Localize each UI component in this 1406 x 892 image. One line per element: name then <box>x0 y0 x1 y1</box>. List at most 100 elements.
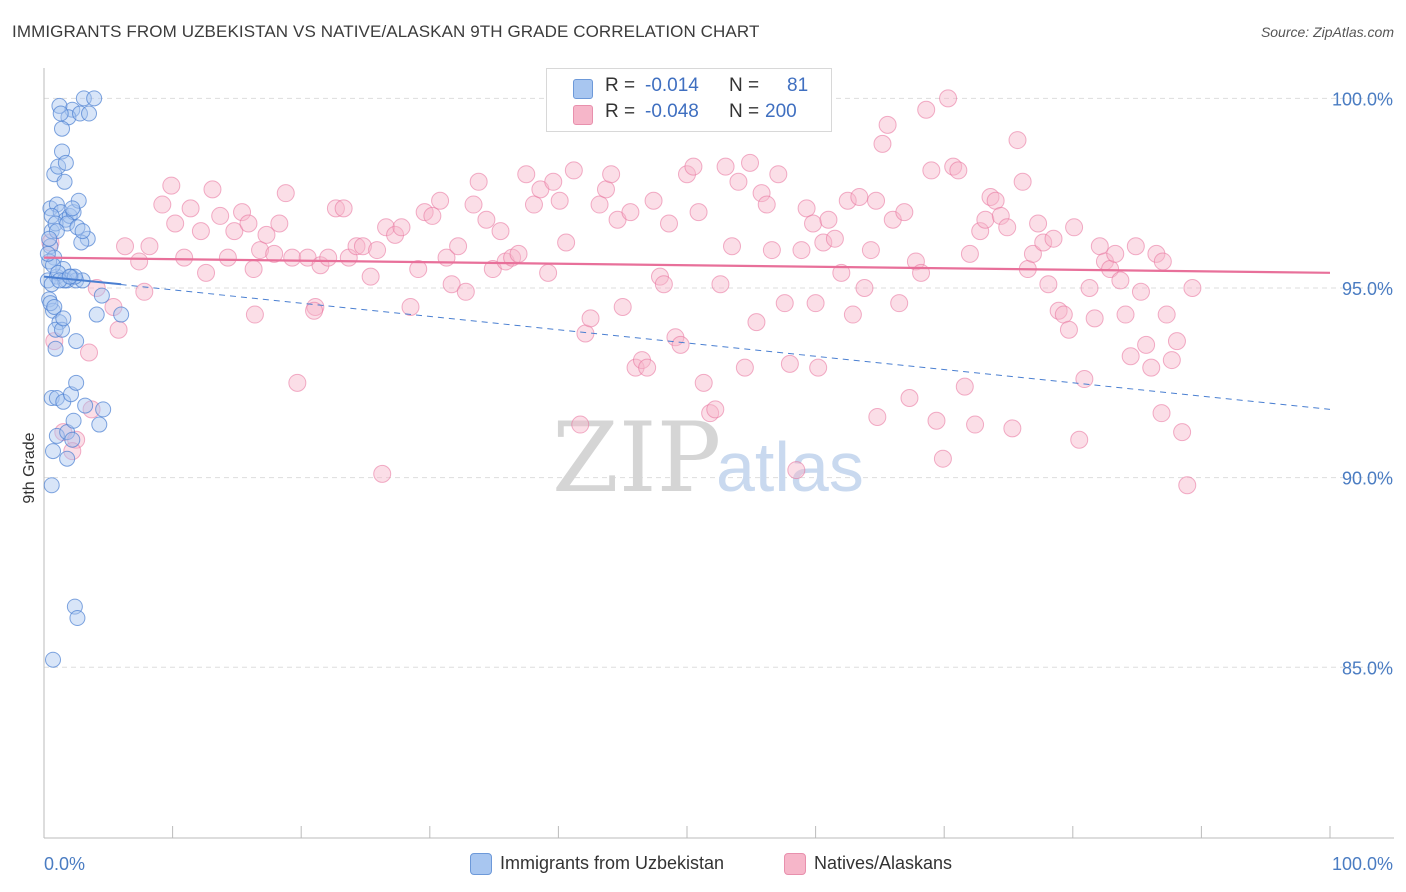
data-point-uzbekistan <box>68 374 85 391</box>
data-point-natives <box>203 180 222 199</box>
legend-swatch-pink <box>573 105 593 125</box>
data-point-natives <box>239 214 258 233</box>
data-point-natives <box>135 282 154 301</box>
data-point-uzbekistan <box>48 427 65 444</box>
data-point-uzbekistan <box>91 416 108 433</box>
data-point-natives <box>797 199 816 218</box>
data-point-natives <box>900 389 919 407</box>
data-point-natives <box>80 343 99 362</box>
legend-label-natives: Natives/Alaskans <box>814 853 953 873</box>
y-tick-label: 90.0% <box>1342 469 1393 489</box>
data-point-uzbekistan <box>113 306 130 323</box>
data-point-natives <box>991 206 1010 225</box>
data-point-natives <box>792 241 811 260</box>
data-point-natives <box>442 275 461 294</box>
legend-r-label: R = <box>605 75 636 96</box>
data-point-natives <box>218 248 237 267</box>
data-point-natives <box>386 225 405 244</box>
data-point-natives <box>1034 233 1053 252</box>
data-point-natives <box>423 206 442 225</box>
data-point-natives <box>590 195 609 214</box>
data-point-uzbekistan <box>54 120 71 137</box>
data-point-uzbekistan <box>69 610 86 626</box>
data-point-natives <box>1039 275 1058 294</box>
data-point-natives <box>449 237 468 256</box>
data-point-uzbekistan <box>88 306 105 323</box>
data-point-natives <box>270 214 289 233</box>
data-point-natives <box>638 358 657 377</box>
data-point-natives <box>1183 279 1202 297</box>
data-point-natives <box>1167 332 1186 351</box>
data-point-natives <box>804 214 823 233</box>
data-point-natives <box>735 358 754 377</box>
data-point-natives <box>1070 430 1089 449</box>
data-point-natives <box>539 263 558 282</box>
data-point-uzbekistan <box>55 310 72 327</box>
data-point-natives <box>741 153 760 172</box>
data-point-natives <box>716 157 735 176</box>
data-point-uzbekistan <box>72 105 89 122</box>
data-point-natives <box>1029 214 1048 233</box>
data-point-natives <box>1126 237 1145 256</box>
data-point-natives <box>245 305 264 324</box>
x-tick-label: 100.0% <box>1332 854 1393 874</box>
data-point-uzbekistan <box>47 340 64 357</box>
data-point-natives <box>694 373 713 392</box>
data-point-uzbekistan <box>41 230 58 247</box>
data-point-natives <box>689 203 708 222</box>
data-point-natives <box>509 244 528 263</box>
data-point-natives <box>319 248 338 267</box>
trend-line-natives <box>43 256 1331 274</box>
data-point-natives <box>469 172 488 191</box>
data-point-natives <box>225 222 244 241</box>
data-point-natives <box>678 165 696 184</box>
data-point-natives <box>550 191 569 210</box>
data-point-natives <box>130 252 149 271</box>
data-point-uzbekistan <box>59 450 76 467</box>
data-point-natives <box>1065 218 1084 237</box>
data-point-natives <box>867 191 886 210</box>
data-point-natives <box>654 275 673 294</box>
data-point-natives <box>361 267 380 286</box>
data-point-uzbekistan <box>64 431 81 448</box>
data-point-natives <box>1162 351 1181 370</box>
data-point-natives <box>257 225 276 244</box>
data-point-natives <box>153 195 172 214</box>
data-point-natives <box>347 237 366 256</box>
x-tick-labels: 0.0% 100.0% <box>44 854 1393 874</box>
data-point-natives <box>922 161 941 180</box>
data-point-natives <box>878 115 897 134</box>
data-point-natives <box>613 297 632 316</box>
legend-swatch-blue <box>573 79 593 99</box>
data-point-natives <box>861 241 880 260</box>
data-point-natives <box>1116 305 1135 324</box>
legend-r-value: -0.014 <box>645 75 699 96</box>
data-point-natives <box>1023 244 1042 263</box>
data-point-natives <box>850 187 869 206</box>
chart-title: IMMIGRANTS FROM UZBEKISTAN VS NATIVE/ALA… <box>12 22 760 41</box>
data-point-uzbekistan <box>65 412 82 429</box>
data-point-natives <box>1106 244 1125 263</box>
data-point-natives <box>140 237 159 256</box>
data-point-natives <box>873 134 892 153</box>
data-point-natives <box>906 252 925 271</box>
data-point-natives <box>109 320 128 339</box>
data-point-natives <box>1111 271 1130 290</box>
data-point-natives <box>1003 419 1022 438</box>
series-legend: Immigrants from Uzbekistan Natives/Alask… <box>0 852 1406 878</box>
data-point-natives <box>971 222 990 241</box>
data-point-natives <box>723 237 742 256</box>
data-point-natives <box>265 244 284 263</box>
data-point-natives <box>955 377 974 396</box>
data-point-natives <box>353 237 372 256</box>
data-point-natives <box>211 206 230 225</box>
data-point-natives <box>819 210 838 229</box>
data-point-natives <box>1137 335 1156 354</box>
data-point-natives <box>806 294 825 313</box>
data-point-natives <box>976 210 995 229</box>
data-point-natives <box>1008 131 1027 150</box>
watermark: ZIP atlas <box>552 402 864 514</box>
data-point-natives <box>706 400 725 419</box>
source-label: Source: ZipAtlas.com <box>1260 24 1394 40</box>
